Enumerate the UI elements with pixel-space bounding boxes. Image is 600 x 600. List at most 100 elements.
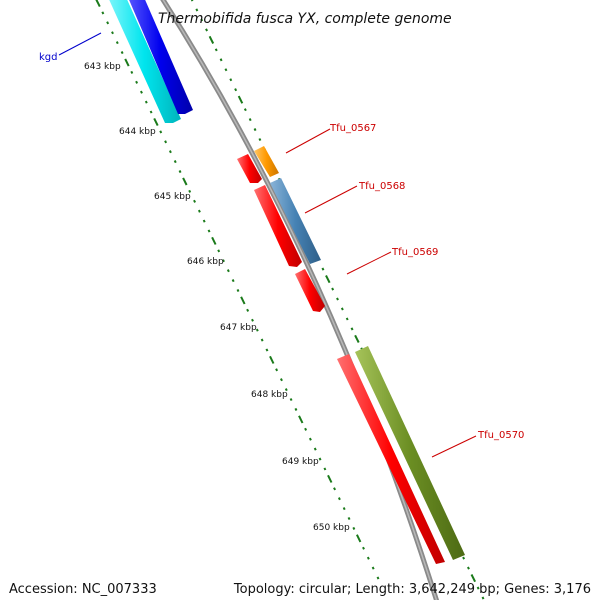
minor-tick-mark xyxy=(101,11,105,15)
minor-tick-mark xyxy=(234,88,238,92)
minor-tick-mark xyxy=(333,487,336,491)
gene-label-kgd[interactable]: kgd xyxy=(39,52,58,63)
minor-tick-mark xyxy=(251,318,254,322)
minor-tick-mark xyxy=(159,130,163,134)
genome-title: Thermobifida fusca YX, complete genome xyxy=(158,11,452,27)
gene-feature-steelblue[interactable] xyxy=(270,178,321,264)
minor-tick-mark xyxy=(304,427,308,431)
gene-feature-red-2[interactable] xyxy=(254,185,302,267)
gene-feature-red-4[interactable] xyxy=(337,354,445,564)
minor-tick-mark xyxy=(284,388,288,392)
minor-tick-mark xyxy=(265,348,269,352)
major-tick-mark xyxy=(269,355,275,364)
minor-tick-mark xyxy=(246,308,250,312)
minor-tick-mark xyxy=(168,150,172,154)
minor-tick-mark xyxy=(345,317,349,321)
minor-tick-mark xyxy=(280,378,283,382)
major-tick-mark xyxy=(95,0,101,8)
minor-tick-mark xyxy=(219,58,223,62)
minor-tick-mark xyxy=(342,507,346,511)
scale-label-647: 647 kbp xyxy=(220,323,257,333)
gene-label-tfu-0567[interactable]: Tfu_0567 xyxy=(329,123,376,134)
gene-feature-blue[interactable] xyxy=(127,0,193,114)
gene-feature-red-3[interactable] xyxy=(295,269,325,312)
genome-summary-text: Topology: circular; Length: 3,642,249 bp… xyxy=(233,582,591,597)
scale-label-645: 645 kbp xyxy=(154,192,191,202)
major-tick-mark xyxy=(240,296,246,305)
minor-tick-mark xyxy=(243,108,247,112)
scale-label-644: 644 kbp xyxy=(119,127,156,137)
major-tick-mark xyxy=(327,474,333,483)
minor-tick-mark xyxy=(308,437,312,441)
minor-tick-mark xyxy=(120,51,124,55)
minor-tick-mark xyxy=(178,170,182,174)
minor-tick-mark xyxy=(352,526,356,530)
major-tick-mark xyxy=(182,177,188,186)
major-tick-mark xyxy=(153,117,159,127)
major-tick-mark xyxy=(211,236,217,245)
minor-tick-mark xyxy=(202,219,206,223)
minor-tick-mark xyxy=(195,8,199,12)
major-tick-mark xyxy=(237,95,244,104)
minor-tick-mark xyxy=(376,576,380,580)
minor-tick-mark xyxy=(236,288,240,293)
gene-feature-olive[interactable] xyxy=(355,346,465,560)
minor-tick-mark xyxy=(294,407,298,411)
major-tick-mark xyxy=(470,574,476,583)
minor-tick-mark xyxy=(362,546,365,550)
minor-tick-mark xyxy=(231,279,235,283)
gene-feature-orange[interactable] xyxy=(254,146,279,177)
major-tick-mark xyxy=(298,415,304,424)
gene-leader-lines xyxy=(58,32,477,458)
gene-label-tfu-0568[interactable]: Tfu_0568 xyxy=(358,181,405,192)
minor-tick-mark xyxy=(140,90,143,94)
genome-backbone xyxy=(160,0,440,600)
minor-tick-mark xyxy=(190,0,194,2)
minor-tick-mark xyxy=(258,138,262,142)
minor-tick-mark xyxy=(164,140,168,144)
minor-tick-mark xyxy=(248,118,252,122)
minor-tick-mark xyxy=(111,31,114,35)
minor-tick-mark xyxy=(321,267,325,271)
minor-tick-mark xyxy=(331,287,335,291)
minor-tick-mark xyxy=(188,189,192,193)
minor-tick-mark xyxy=(214,48,218,52)
minor-tick-mark xyxy=(481,596,485,600)
minor-tick-mark xyxy=(106,21,110,25)
minor-tick-mark xyxy=(144,100,148,104)
scale-label-646: 646 kbp xyxy=(187,257,224,267)
minor-tick-mark xyxy=(476,586,480,590)
gene-feature-cyan[interactable] xyxy=(107,0,181,123)
gene-feature-red-1[interactable] xyxy=(237,154,262,183)
gene-features xyxy=(107,0,465,564)
minor-tick-mark xyxy=(366,556,370,560)
major-tick-mark xyxy=(325,275,331,284)
minor-tick-mark xyxy=(371,566,375,570)
minor-tick-mark xyxy=(224,68,228,72)
minor-tick-mark xyxy=(313,447,317,451)
major-tick-mark xyxy=(356,534,362,543)
minor-tick-mark xyxy=(318,457,322,461)
minor-tick-mark xyxy=(462,556,466,560)
minor-tick-mark xyxy=(226,269,230,273)
minor-tick-mark xyxy=(200,18,204,22)
gene-label-tfu-0569[interactable]: Tfu_0569 xyxy=(391,247,438,258)
scale-label-648: 648 kbp xyxy=(251,390,288,400)
minor-tick-mark xyxy=(350,327,354,331)
minor-tick-mark xyxy=(149,110,153,114)
scale-labels: 643 kbp 644 kbp 645 kbp 646 kbp 647 kbp … xyxy=(84,62,350,533)
minor-tick-mark xyxy=(222,259,225,263)
minor-tick-mark xyxy=(323,467,327,471)
scale-label-643: 643 kbp xyxy=(84,62,121,72)
minor-tick-mark xyxy=(193,199,196,203)
minor-tick-mark xyxy=(115,41,119,45)
minor-tick-mark xyxy=(260,338,264,342)
gene-label-tfu-0570[interactable]: Tfu_0570 xyxy=(477,430,524,441)
outer-tick-track xyxy=(95,0,380,580)
minor-tick-mark xyxy=(205,28,208,32)
major-tick-mark xyxy=(124,58,130,67)
minor-tick-mark xyxy=(229,78,233,82)
minor-tick-mark xyxy=(135,80,139,84)
minor-tick-mark xyxy=(289,398,293,402)
major-tick-mark xyxy=(354,334,360,343)
